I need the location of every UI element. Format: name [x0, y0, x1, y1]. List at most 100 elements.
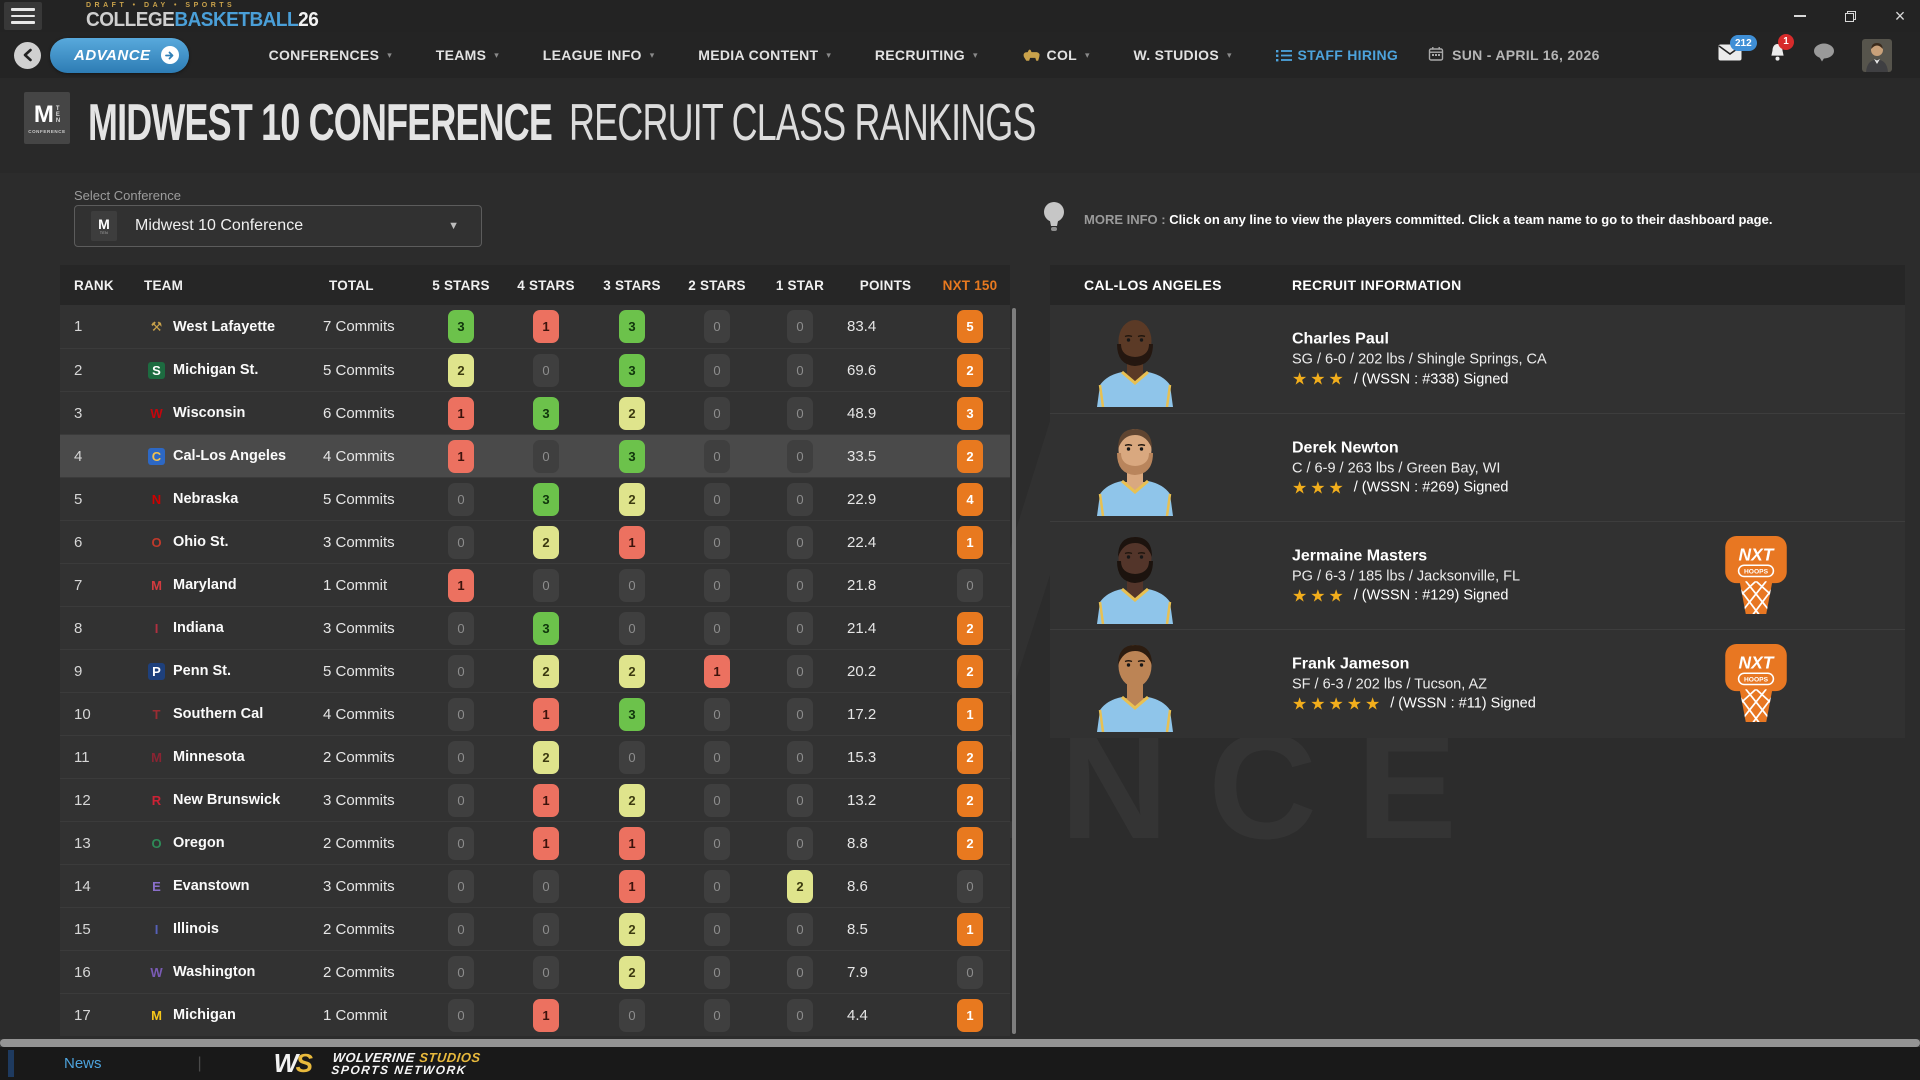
team-name-link[interactable]: Ohio St. [173, 534, 229, 550]
star-count-badge: 3 [533, 611, 559, 645]
points-value: 48.9 [847, 404, 877, 422]
table-row-illinois[interactable]: 15 I Illinois 2 Commits 0 0 2 0 0 8.5 1 [60, 907, 1010, 950]
team-name-link[interactable]: Evanstown [173, 878, 250, 894]
table-row-indiana[interactable]: 8 I Indiana 3 Commits 0 3 0 0 0 21.4 2 [60, 606, 1010, 649]
table-vertical-scrollbar[interactable] [1012, 308, 1016, 1034]
player-card-derek-newton[interactable]: Derek Newton C / 6-9 / 263 lbs / Green Ba… [1050, 413, 1905, 521]
total-commits: 1 Commit [323, 576, 388, 594]
team-name-link[interactable]: Maryland [173, 577, 237, 593]
team-name-link[interactable]: Wisconsin [173, 405, 246, 421]
table-row-washington[interactable]: 16 W Washington 2 Commits 0 0 2 0 0 7.9 0 [60, 950, 1010, 993]
table-row-west-lafayette[interactable]: 1 ⚒ West Lafayette 7 Commits 3 1 3 0 0 83.4 5 [60, 305, 1010, 348]
team-name-link[interactable]: Michigan St. [173, 362, 259, 378]
team-name-link[interactable]: New Brunswick [173, 792, 281, 808]
nav-item-staff-hiring[interactable]: STAFF HIRING [1275, 47, 1399, 63]
nav-item-w-studios[interactable]: W. STUDIOS ▾ [1133, 47, 1232, 63]
horizontal-scrollbar[interactable] [0, 1039, 1920, 1047]
close-button[interactable]: × [1894, 5, 1906, 26]
column-header-team: TEAM [144, 277, 184, 293]
chevron-down-icon: ▾ [973, 49, 978, 60]
restore-button[interactable] [1840, 6, 1860, 26]
list-icon [1275, 49, 1292, 62]
table-row-oregon[interactable]: 13 O Oregon 2 Commits 0 1 1 0 0 8.8 2 [60, 821, 1010, 864]
star-count-badge: 0 [619, 998, 645, 1032]
column-header-nxt-150: NXT 150 [942, 277, 998, 293]
star-count-badge: 0 [704, 998, 730, 1032]
messages-button[interactable]: 212 [1718, 35, 1757, 66]
table-row-penn-st-[interactable]: 9 P Penn St. 5 Commits 0 2 2 1 0 20.2 2 [60, 649, 1010, 692]
nxt150-badge: 0 [957, 869, 983, 903]
total-commits: 6 Commits [323, 404, 395, 422]
titlebar: DRAFT • DAY • SPORTS COLLEGEBASKETBALL26… [0, 0, 1920, 32]
back-button[interactable] [14, 41, 41, 69]
table-row-evanstown[interactable]: 14 E Evanstown 3 Commits 0 0 1 0 2 8.6 0 [60, 864, 1010, 907]
star-count-badge: 3 [619, 697, 645, 731]
star-count-badge: 0 [787, 654, 813, 688]
table-row-nebraska[interactable]: 5 N Nebraska 5 Commits 0 3 2 0 0 22.9 4 [60, 477, 1010, 520]
nav-item-col[interactable]: COL ▾ [1022, 47, 1090, 63]
table-row-southern-cal[interactable]: 10 T Southern Cal 4 Commits 0 1 3 0 0 17.2 1 [60, 692, 1010, 735]
star-count-badge: 0 [448, 611, 474, 645]
team-name-link[interactable]: Minnesota [173, 749, 245, 765]
nav-item-teams[interactable]: TEAMS ▾ [435, 47, 499, 63]
table-row-michigan[interactable]: 17 M Michigan 1 Commit 0 1 0 0 0 4.4 1 [60, 993, 1010, 1036]
team-name-link[interactable]: West Lafayette [173, 318, 276, 335]
conference-select-value: Midwest 10 Conference [135, 217, 304, 234]
table-body: 1 ⚒ West Lafayette 7 Commits 3 1 3 0 0 83.4 5 2 S Mic… [60, 305, 1010, 1036]
table-row-wisconsin[interactable]: 3 W Wisconsin 6 Commits 1 3 2 0 0 48.9 3 [60, 391, 1010, 434]
player-name: Frank Jameson [1292, 655, 1410, 672]
player-card-frank-jameson[interactable]: Frank Jameson SF / 6-3 / 202 lbs / Tucson… [1050, 629, 1905, 737]
conference-select[interactable]: M TEN Midwest 10 Conference ▼ [74, 205, 482, 247]
table-row-minnesota[interactable]: 11 M Minnesota 2 Commits 0 2 0 0 0 15.3 2 [60, 735, 1010, 778]
nav-item-recruiting[interactable]: RECRUITING ▾ [874, 47, 978, 63]
star-count-badge: 0 [448, 826, 474, 860]
team-name-link[interactable]: Cal-Los Angeles [173, 448, 287, 464]
user-avatar[interactable] [1862, 38, 1892, 72]
lightbulb-icon [1042, 200, 1066, 239]
nav-item-media-content[interactable]: MEDIA CONTENT ▾ [698, 47, 831, 63]
team-name-link[interactable]: Southern Cal [173, 706, 264, 722]
star-count-badge: 0 [448, 998, 474, 1032]
rank-value: 5 [74, 490, 83, 508]
points-value: 20.2 [847, 662, 877, 680]
rank-value: 12 [74, 791, 91, 809]
star-count-badge: 0 [787, 955, 813, 989]
table-row-new-brunswick[interactable]: 12 R New Brunswick 3 Commits 0 1 2 0 0 13.2 2 [60, 778, 1010, 821]
star-count-badge: 0 [787, 353, 813, 387]
nav-item-league-info[interactable]: LEAGUE INFO ▾ [542, 47, 655, 63]
team-name-link[interactable]: Illinois [173, 921, 219, 937]
team-logo-icon: W [150, 964, 163, 980]
team-logo-icon: I [154, 620, 159, 636]
advance-button[interactable]: ADVANCE [50, 37, 189, 73]
team-name-link[interactable]: Indiana [173, 620, 224, 636]
star-count-badge: 0 [704, 310, 730, 343]
nxt150-badge: 3 [957, 396, 983, 430]
recruit-rankings-table: RANK TEAM TOTAL 5 STARS 4 STARS 3 STARS 2 STAR… [60, 265, 1010, 1036]
star-count-badge: 0 [619, 740, 645, 774]
footer-divider: | [197, 1054, 202, 1072]
nav-item-conferences[interactable]: CONFERENCES ▾ [268, 47, 392, 63]
player-card-charles-paul[interactable]: Charles Paul SG / 6-0 / 202 lbs / Shingle… [1050, 305, 1905, 413]
brand-year: 26 [298, 8, 319, 31]
svg-text:HOOPS: HOOPS [1744, 677, 1769, 684]
table-row-ohio-st-[interactable]: 6 O Ohio St. 3 Commits 0 2 1 0 0 22.4 1 [60, 520, 1010, 563]
total-commits: 7 Commits [323, 318, 395, 335]
minimize-button[interactable] [1790, 6, 1810, 26]
hamburger-menu-icon[interactable] [4, 2, 42, 30]
team-name-link[interactable]: Michigan [173, 1007, 236, 1023]
table-row-maryland[interactable]: 7 M Maryland 1 Commit 1 0 0 0 0 21.8 0 [60, 563, 1010, 606]
team-name-link[interactable]: Oregon [173, 835, 225, 851]
team-name-link[interactable]: Nebraska [173, 491, 239, 507]
points-value: 83.4 [847, 318, 877, 335]
news-link[interactable]: News [64, 1055, 102, 1072]
star-count-badge: 1 [533, 697, 559, 731]
notifications-button[interactable]: 1 [1768, 33, 1794, 68]
team-name-link[interactable]: Washington [173, 964, 256, 980]
team-name-link[interactable]: Penn St. [173, 663, 232, 679]
more-info-text: Click on any line to view the players co… [1169, 212, 1773, 227]
table-row-cal-los-angeles[interactable]: 4 C Cal-Los Angeles 4 Commits 1 0 3 0 0 33.5 2 [60, 434, 1010, 477]
player-card-jermaine-masters[interactable]: Jermaine Masters PG / 6-3 / 185 lbs / Jac… [1050, 521, 1905, 629]
table-row-michigan-st-[interactable]: 2 S Michigan St. 5 Commits 2 0 3 0 0 69.6 2 [60, 348, 1010, 391]
date-display[interactable]: SUN - APRIL 16, 2026 [1428, 46, 1600, 65]
chat-button[interactable] [1813, 43, 1836, 67]
